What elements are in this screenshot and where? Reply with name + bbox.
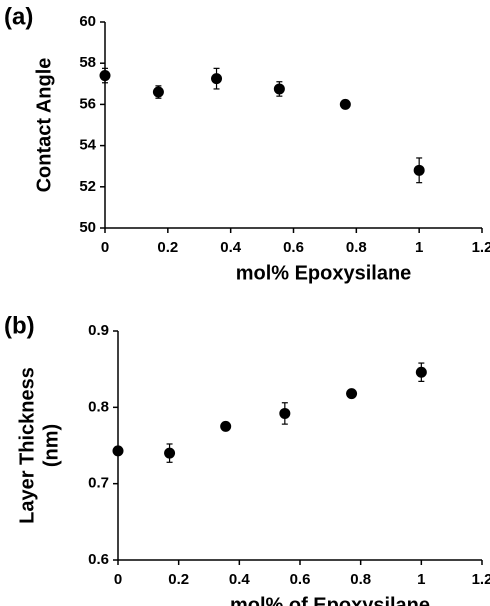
y-tick-label: 58 (79, 54, 96, 71)
data-point (279, 407, 291, 419)
x-tick-label: 0.4 (229, 571, 251, 588)
data-point (413, 164, 425, 176)
y-tick-label: 0.8 (88, 398, 109, 415)
x-tick-label: 1 (417, 571, 425, 588)
data-point (211, 73, 223, 85)
x-tick-label: 0.8 (346, 239, 367, 256)
x-tick-label: 0.2 (157, 239, 178, 256)
x-tick-label: 0.6 (290, 571, 311, 588)
data-point (112, 445, 124, 457)
y-axis-title: Layer Thickness (16, 367, 38, 524)
y-tick-label: 0.6 (88, 551, 109, 568)
data-point (346, 388, 358, 400)
x-tick-label: 1 (415, 239, 423, 256)
y-tick-label: 50 (79, 219, 96, 236)
y-tick-label: 60 (79, 13, 96, 30)
x-axis-title: mol% of Epoxysilane (230, 594, 430, 606)
x-tick-label: 0.2 (168, 571, 189, 588)
x-tick-label: 0.6 (283, 239, 304, 256)
x-tick-label: 0.4 (220, 239, 242, 256)
data-point (164, 447, 176, 459)
y-tick-label: 0.9 (88, 322, 109, 339)
y-axis-title: Contact Angle (33, 58, 55, 193)
panel-label: (b) (4, 312, 35, 339)
data-point (152, 86, 164, 98)
y-tick-label: 56 (79, 95, 96, 112)
data-point (415, 366, 427, 378)
x-tick-label: 1.2 (472, 571, 490, 588)
x-tick-label: 1.2 (472, 239, 490, 256)
x-tick-label: 0.8 (350, 571, 371, 588)
y-tick-label: 54 (79, 137, 96, 154)
y-tick-label: 0.7 (88, 475, 109, 492)
y-axis-title: (nm) (40, 424, 62, 467)
data-point (99, 70, 111, 82)
y-tick-label: 52 (79, 178, 96, 195)
x-axis-title: mol% Epoxysilane (236, 262, 412, 284)
panel-label: (a) (4, 3, 33, 30)
x-tick-label: 0 (101, 239, 109, 256)
data-point (220, 420, 232, 432)
data-point (273, 83, 285, 95)
data-point (339, 98, 351, 110)
x-tick-label: 0 (114, 571, 122, 588)
